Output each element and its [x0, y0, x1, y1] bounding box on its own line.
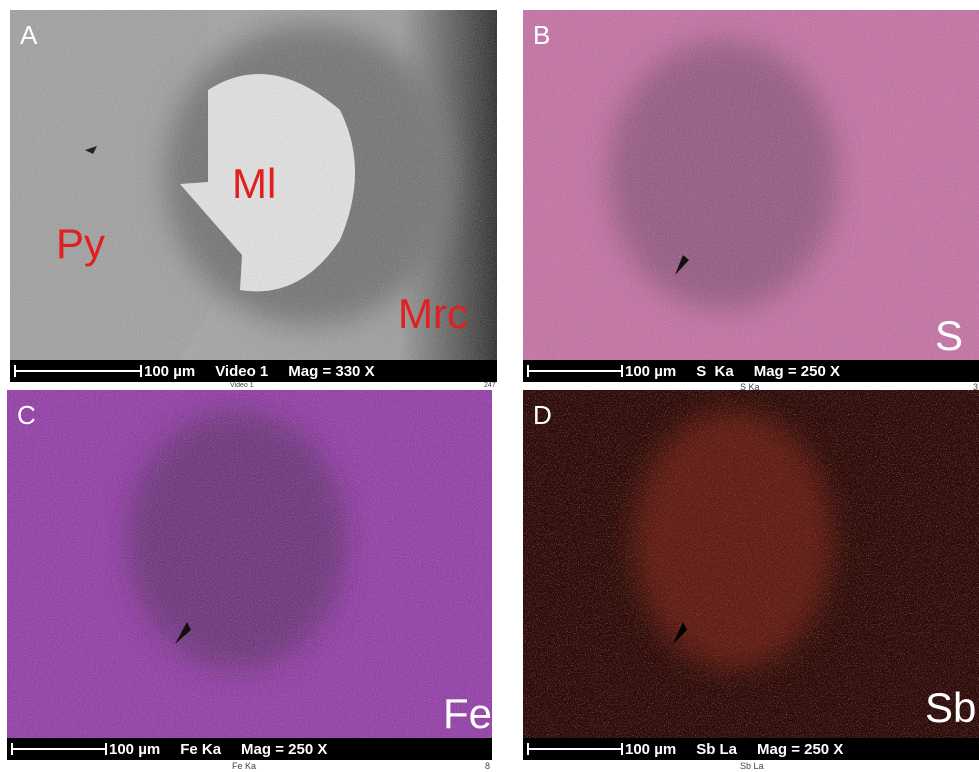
mag: Mag = 250 X: [757, 741, 843, 758]
signal: S Ka: [696, 363, 734, 380]
scale-bar: 100 µm Video 1 Mag = 330 X: [10, 360, 497, 382]
caption: Video 1: [230, 382, 254, 389]
signal: Fe Ka: [180, 741, 221, 758]
scale-line: [14, 365, 142, 377]
mineral-label: Py: [56, 220, 105, 268]
caption: Fe Ka: [232, 761, 256, 771]
element-label: S: [935, 312, 963, 360]
scale-text: 100 µm: [625, 741, 676, 758]
map-image: [523, 390, 979, 738]
mineral-label: Mrc: [398, 290, 468, 338]
panel-a: A Py Ml Mrc 100 µm Video 1 Mag = 330 X: [10, 10, 497, 382]
panel-letter: D: [533, 400, 552, 431]
mineral-label: Ml: [232, 160, 276, 208]
mag: Mag = 250 X: [754, 363, 840, 380]
map-image: [7, 390, 492, 738]
caption: Sb La: [740, 761, 764, 771]
scale-line: [11, 743, 107, 755]
caption-number: 8: [485, 761, 490, 771]
mag: Mag = 250 X: [241, 741, 327, 758]
scale-line: [527, 743, 623, 755]
element-label: Sb: [925, 684, 976, 732]
scale-text: 100 µm: [625, 363, 676, 380]
caption-number: 247: [484, 382, 496, 389]
element-label: Fe: [443, 690, 492, 738]
mag: Mag = 330 X: [288, 363, 374, 380]
scale-line: [527, 365, 623, 377]
scale-text: 100 µm: [144, 363, 195, 380]
panel-letter: A: [20, 20, 37, 51]
page: A Py Ml Mrc 100 µm Video 1 Mag = 330 X Vid…: [0, 0, 979, 772]
scale-bar: 100 µm Sb La Mag = 250 X: [523, 738, 979, 760]
signal: Video 1: [215, 363, 268, 380]
map-image: [523, 10, 979, 360]
scale-bar: 100 µm Fe Ka Mag = 250 X: [7, 738, 492, 760]
panel-d: D Sb 100 µm Sb La Mag = 250 X: [523, 390, 979, 760]
signal: Sb La: [696, 741, 737, 758]
panel-b: B S 100 µm S Ka Mag = 250 X: [523, 10, 979, 382]
panel-letter: C: [17, 400, 36, 431]
scale-text: 100 µm: [109, 741, 160, 758]
panel-letter: B: [533, 20, 550, 51]
scale-bar: 100 µm S Ka Mag = 250 X: [523, 360, 979, 382]
panel-c: C Fe 100 µm Fe Ka Mag = 250 X: [7, 390, 492, 760]
